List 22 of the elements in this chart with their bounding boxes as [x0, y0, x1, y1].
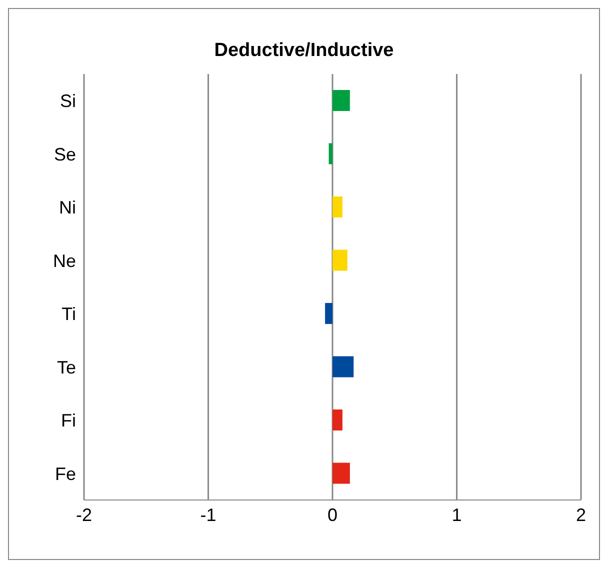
bar: [332, 409, 342, 430]
chart-title: Deductive/Inductive: [213, 39, 395, 63]
y-tick-label: Te: [56, 357, 76, 378]
y-tick-label: Ne: [52, 250, 76, 271]
bar: [332, 462, 350, 484]
y-tick-label: Se: [54, 144, 76, 164]
x-tick-label: 2: [576, 504, 586, 525]
x-tick-label: -2: [76, 504, 92, 525]
bar: [328, 143, 332, 164]
x-tick-label: -1: [200, 504, 216, 525]
bar: [325, 302, 332, 324]
bar: [332, 90, 350, 111]
bar: [332, 196, 342, 218]
y-tick-label: Fi: [61, 410, 76, 431]
bar: [332, 250, 348, 271]
y-tick-label: Si: [60, 91, 76, 112]
bar: [332, 356, 354, 378]
y-tick-label: Fe: [54, 464, 76, 484]
x-tick-label: 0: [327, 504, 338, 525]
y-tick-label: Ti: [62, 304, 76, 324]
y-tick-label: Ni: [59, 198, 76, 218]
x-tick-label: 1: [452, 504, 462, 525]
